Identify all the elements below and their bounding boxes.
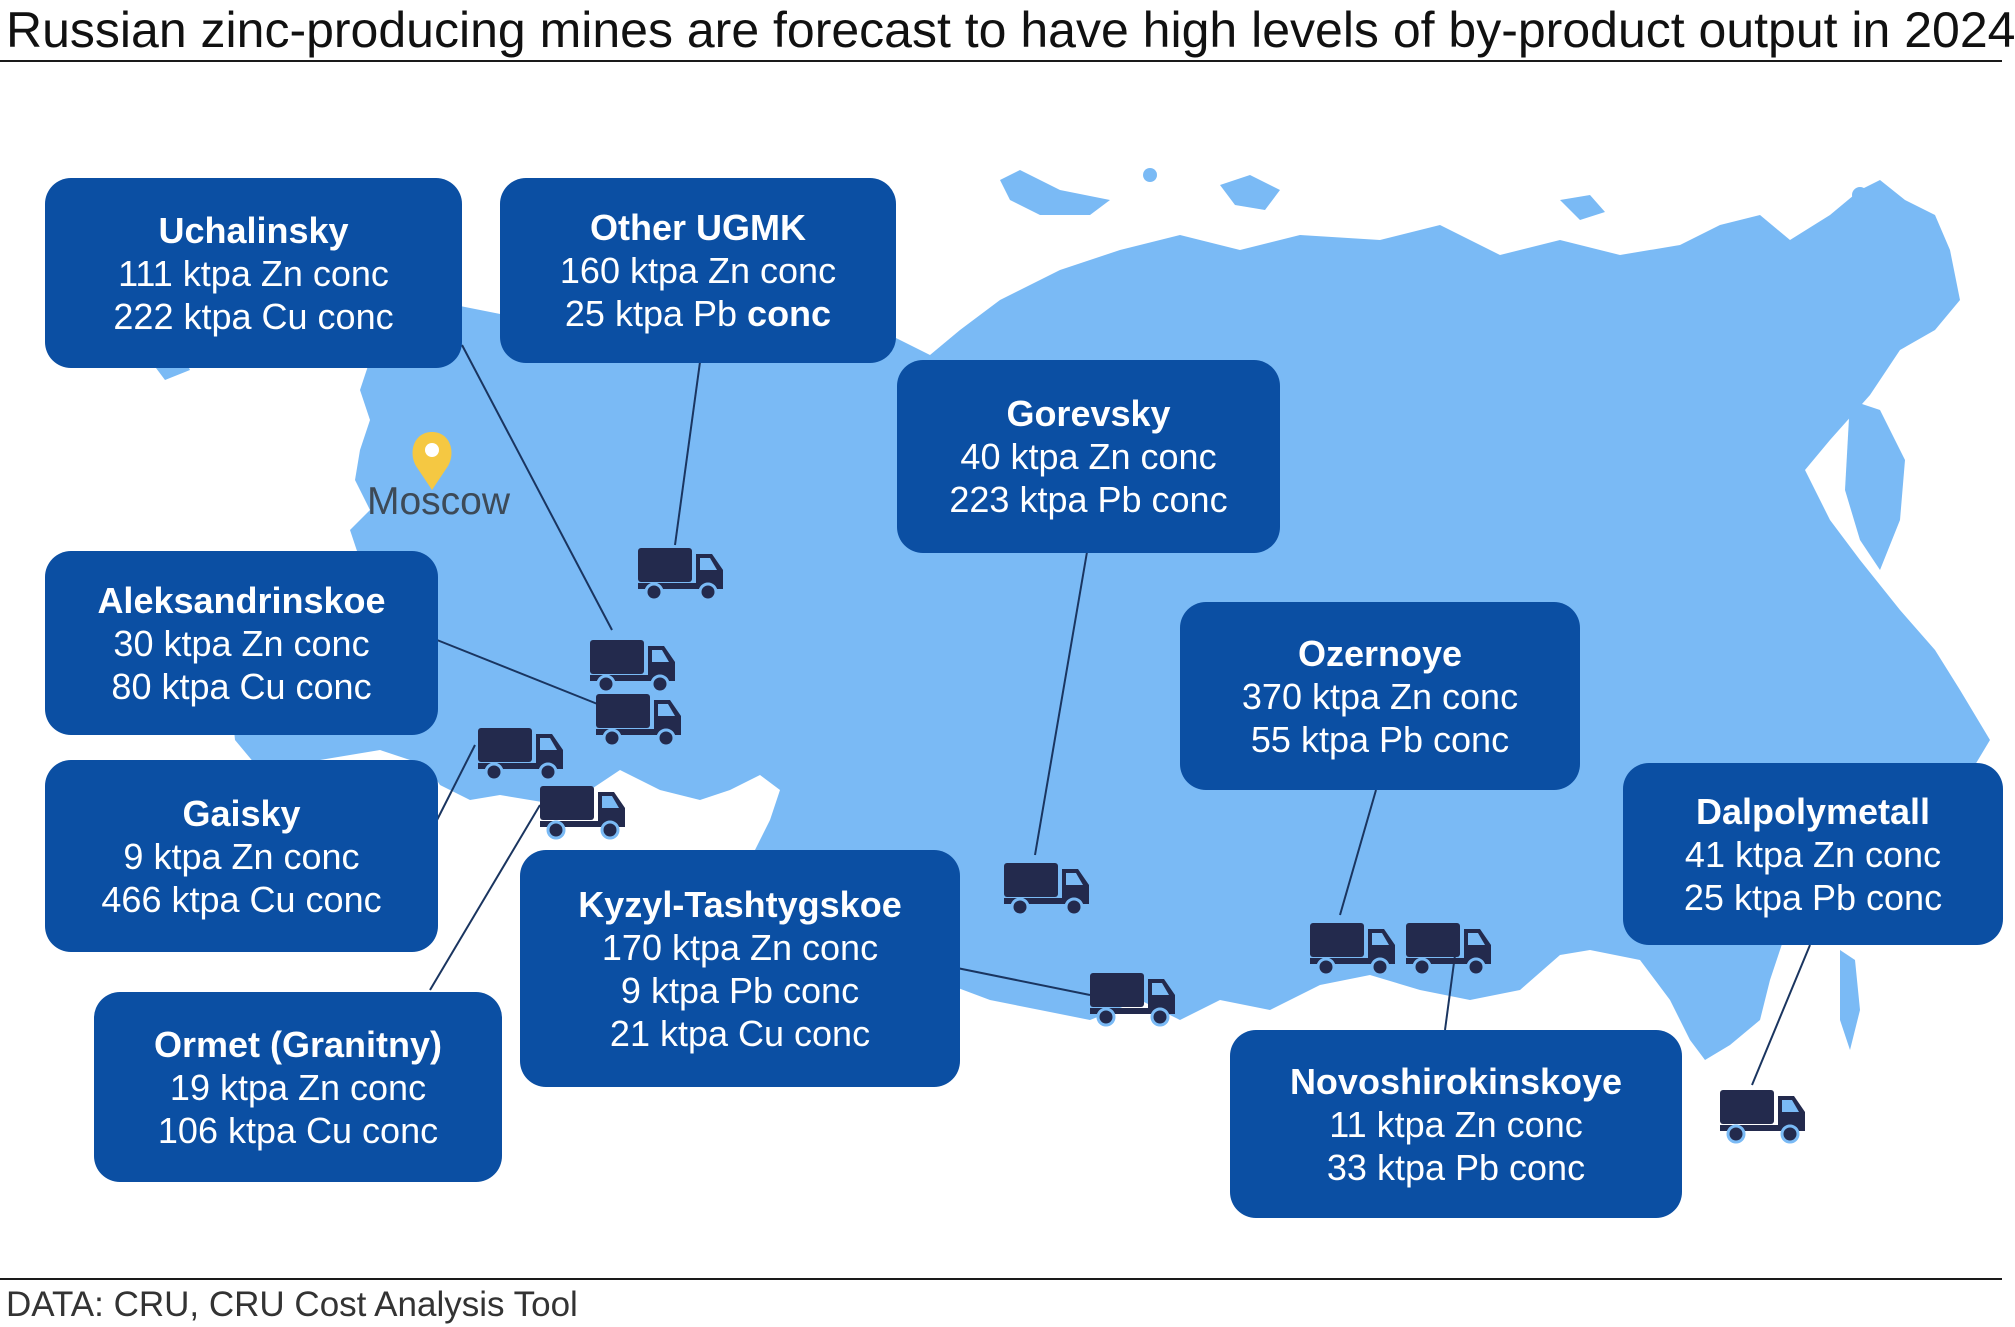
arctic-islet bbox=[1143, 168, 1157, 182]
mine-output-line-bold: conc bbox=[747, 293, 832, 334]
source-note: DATA: CRU, CRU Cost Analysis Tool bbox=[6, 1285, 578, 1324]
mine-output-line: 466 ktpa Cu conc bbox=[101, 878, 382, 920]
chart-title: Russian zinc-producing mines are forecas… bbox=[6, 2, 2015, 58]
connector-line bbox=[461, 344, 613, 631]
mine-output-line: 160 ktpa Zn conc bbox=[559, 250, 837, 291]
mine-box-aleksandrinskoe: Aleksandrinskoe 30 ktpa Zn conc 80 ktpa … bbox=[45, 551, 438, 735]
mine-name: Gorevsky bbox=[1006, 393, 1171, 434]
mine-output-line: 222 ktpa Cu conc bbox=[113, 295, 394, 337]
map-pin-icon bbox=[412, 432, 452, 490]
mine-output-line: 106 ktpa Cu conc bbox=[157, 1109, 439, 1151]
truck-icon bbox=[1088, 971, 1177, 1027]
new-siberian-islands bbox=[1560, 195, 1605, 220]
mine-box-gaisky: Gaisky 9 ktpa Zn conc 466 ktpa Cu conc bbox=[45, 760, 438, 952]
mine-box-kyzyl-tashtygskoe: Kyzyl-Tashtygskoe 170 ktpa Zn conc 9 ktp… bbox=[520, 850, 960, 1087]
severnaya-zemlya bbox=[1220, 175, 1280, 210]
mine-output-line: 170 ktpa Zn conc bbox=[601, 926, 879, 968]
mine-output-line: 80 ktpa Cu conc bbox=[111, 665, 372, 707]
mine-name: Kyzyl-Tashtygskoe bbox=[578, 883, 902, 925]
mine-name: Uchalinsky bbox=[158, 209, 349, 251]
mine-box-dalpolymetall: Dalpolymetall 41 ktpa Zn conc 25 ktpa Pb… bbox=[1623, 763, 2003, 945]
mine-name: Other UGMK bbox=[590, 207, 806, 248]
kamchatka-peninsula bbox=[1845, 400, 1905, 570]
mine-box-gorevsky: Gorevsky 40 ktpa Zn conc 223 ktpa Pb con… bbox=[897, 360, 1280, 553]
mine-box-ormet-granitny: Ormet (Granitny) 19 ktpa Zn conc 106 ktp… bbox=[94, 992, 502, 1182]
mine-output-line: 111 ktpa Zn conc bbox=[118, 252, 389, 294]
mine-output-line: 19 ktpa Zn conc bbox=[169, 1066, 427, 1108]
mine-output-line: 9 ktpa Zn conc bbox=[123, 835, 360, 877]
mine-box-novoshirokinskoye: Novoshirokinskoye 11 ktpa Zn conc 33 ktp… bbox=[1230, 1030, 1682, 1218]
connector-line bbox=[674, 361, 701, 546]
mine-box-other-ugmk: Other UGMK 160 ktpa Zn conc 25 ktpa Pb c… bbox=[500, 178, 896, 363]
mine-box-ozernoye: Ozernoye 370 ktpa Zn conc 55 ktpa Pb con… bbox=[1180, 602, 1580, 790]
connector-line bbox=[1751, 944, 1811, 1086]
mine-output-line: 21 ktpa Cu conc bbox=[609, 1012, 871, 1054]
mine-output-line: 25 ktpa Pb conc bbox=[1683, 876, 1943, 918]
title-rule bbox=[0, 60, 2002, 62]
connector-line bbox=[436, 744, 476, 821]
mine-output-line: 9 ktpa Pb conc bbox=[620, 969, 860, 1011]
source-rule bbox=[0, 1278, 2002, 1280]
mine-name: Aleksandrinskoe bbox=[97, 579, 386, 621]
truck-icon bbox=[538, 784, 627, 840]
mine-output-line: 40 ktpa Zn conc bbox=[960, 436, 1217, 477]
arctic-islet bbox=[1021, 181, 1039, 199]
mine-output-line: 55 ktpa Pb conc bbox=[1250, 718, 1510, 760]
mine-name: Ozernoye bbox=[1297, 632, 1463, 674]
mine-output-line: 11 ktpa Zn conc bbox=[1329, 1103, 1583, 1145]
connector-line bbox=[1444, 954, 1456, 1031]
mine-output-line: 30 ktpa Zn conc bbox=[113, 622, 370, 664]
mine-output-line: 370 ktpa Zn conc bbox=[1241, 675, 1519, 717]
connector-line bbox=[429, 804, 541, 991]
connector-line bbox=[436, 639, 601, 706]
novaya-zemlya bbox=[1000, 170, 1110, 215]
russia-landmass bbox=[232, 180, 1990, 1060]
mine-box-uchalinsky: Uchalinsky 111 ktpa Zn conc 222 ktpa Cu … bbox=[45, 178, 462, 368]
mine-output-line: 33 ktpa Pb conc bbox=[1326, 1146, 1586, 1188]
city-label-moscow: Moscow bbox=[367, 480, 511, 523]
mine-name: Ormet (Granitny) bbox=[153, 1023, 443, 1065]
connector-line bbox=[956, 967, 1091, 996]
connector-line bbox=[1339, 789, 1377, 916]
arctic-islet bbox=[1852, 187, 1868, 203]
mine-output-line: 25 ktpa Pb bbox=[564, 293, 748, 334]
mine-name: Gaisky bbox=[182, 792, 301, 834]
sakhalin-island bbox=[1840, 950, 1860, 1050]
mine-name: Novoshirokinskoye bbox=[1289, 1060, 1623, 1102]
connector-line bbox=[1034, 551, 1088, 856]
mine-name: Dalpolymetall bbox=[1695, 790, 1931, 832]
truck-icon bbox=[1718, 1088, 1807, 1144]
mine-output-line: 41 ktpa Zn conc bbox=[1684, 833, 1942, 875]
mine-output-line: 223 ktpa Pb conc bbox=[949, 479, 1228, 520]
